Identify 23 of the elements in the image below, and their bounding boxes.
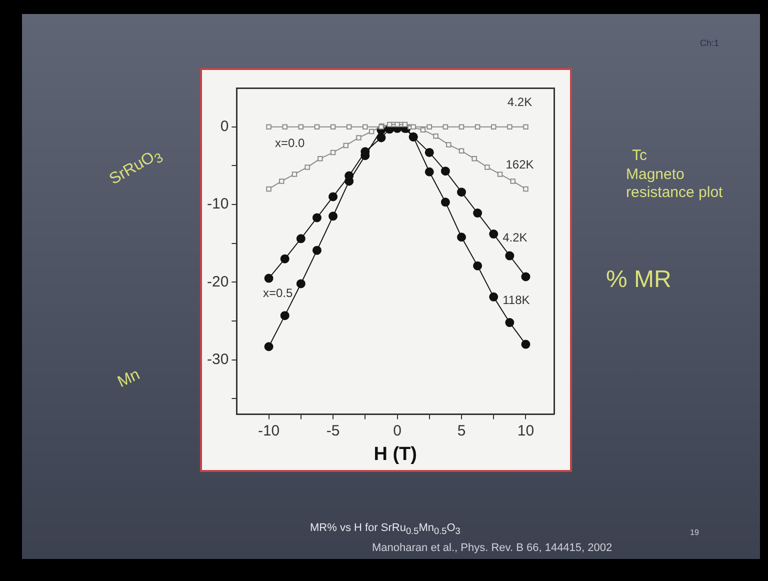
series-label: 4.2K xyxy=(502,230,528,244)
y-tick-label: -20 xyxy=(206,273,229,290)
series-label: 162K xyxy=(506,157,534,172)
x-axis-title: H (T) xyxy=(374,444,417,465)
annotation: x=0.0 xyxy=(275,136,305,150)
text: 19 xyxy=(690,528,699,537)
x-tick-label: 5 xyxy=(457,422,466,440)
annotation: x=0.5 xyxy=(263,286,293,300)
y-tick-label: -30 xyxy=(206,350,229,368)
y-tick-label: -10 xyxy=(206,196,229,213)
text: Magneto resistance plot xyxy=(626,166,724,202)
x-tick-label: -10 xyxy=(258,422,280,440)
x-tick-label: -5 xyxy=(326,422,340,440)
x-tick-label: 0 xyxy=(393,422,402,440)
text: Mn xyxy=(115,366,143,392)
series-label: 118K xyxy=(502,293,530,308)
series-label: 4.2K xyxy=(507,95,532,110)
text: MR% vs H for SrRu$_{0.5}$Mn$_{0.5}$O$_{3}$ xyxy=(310,522,460,536)
text: % MR xyxy=(606,266,672,294)
text: Manoharan et al., Phys. Rev. B 66, 144415, 2002 xyxy=(372,542,612,554)
text: Tc xyxy=(632,147,647,164)
y-tick-label: 0 xyxy=(220,118,229,135)
x-tick-label: 10 xyxy=(517,422,534,440)
